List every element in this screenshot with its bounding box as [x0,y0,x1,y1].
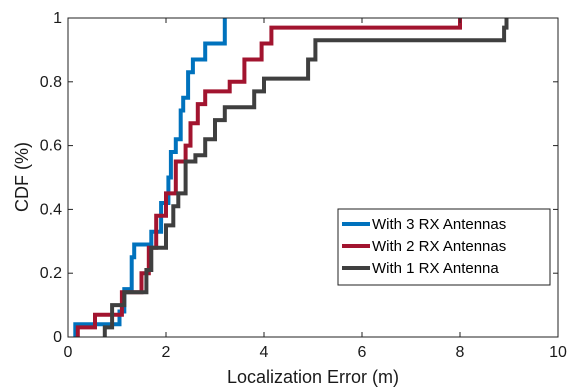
x-tick-label: 10 [549,344,567,361]
ticks-layer: 0 2 4 6 8 10 0 0.2 0.4 0.6 0.8 1 [40,10,567,361]
y-tick-label: 0.6 [40,138,62,155]
x-tick-label: 0 [64,344,73,361]
legend-label-3rx: With 3 RX Antennas [372,216,506,233]
y-tick-label: 0.2 [40,265,62,282]
series-line-2 [75,18,462,337]
legend-box [337,208,551,286]
y-tick-label: 0 [53,329,62,346]
series-layer [73,18,509,337]
x-axis-title: Localization Error (m) [227,367,399,387]
series-line-3 [102,18,509,337]
legend-label-2rx: With 2 RX Antennas [372,238,506,255]
legend: With 3 RX Antennas With 2 RX Antennas Wi… [337,208,551,286]
x-tick-label: 2 [162,344,171,361]
y-tick-label: 0.8 [40,74,62,91]
x-tick-label: 4 [260,344,269,361]
y-tick-label: 0.4 [40,201,62,218]
x-tick-label: 6 [358,344,367,361]
legend-label-1rx: With 1 RX Antenna [372,260,499,277]
y-tick-label: 1 [53,10,62,27]
y-axis-title: CDF (%) [12,142,32,212]
x-tick-label: 8 [456,344,465,361]
plot-frame [67,17,559,338]
series-line-1 [73,18,227,337]
